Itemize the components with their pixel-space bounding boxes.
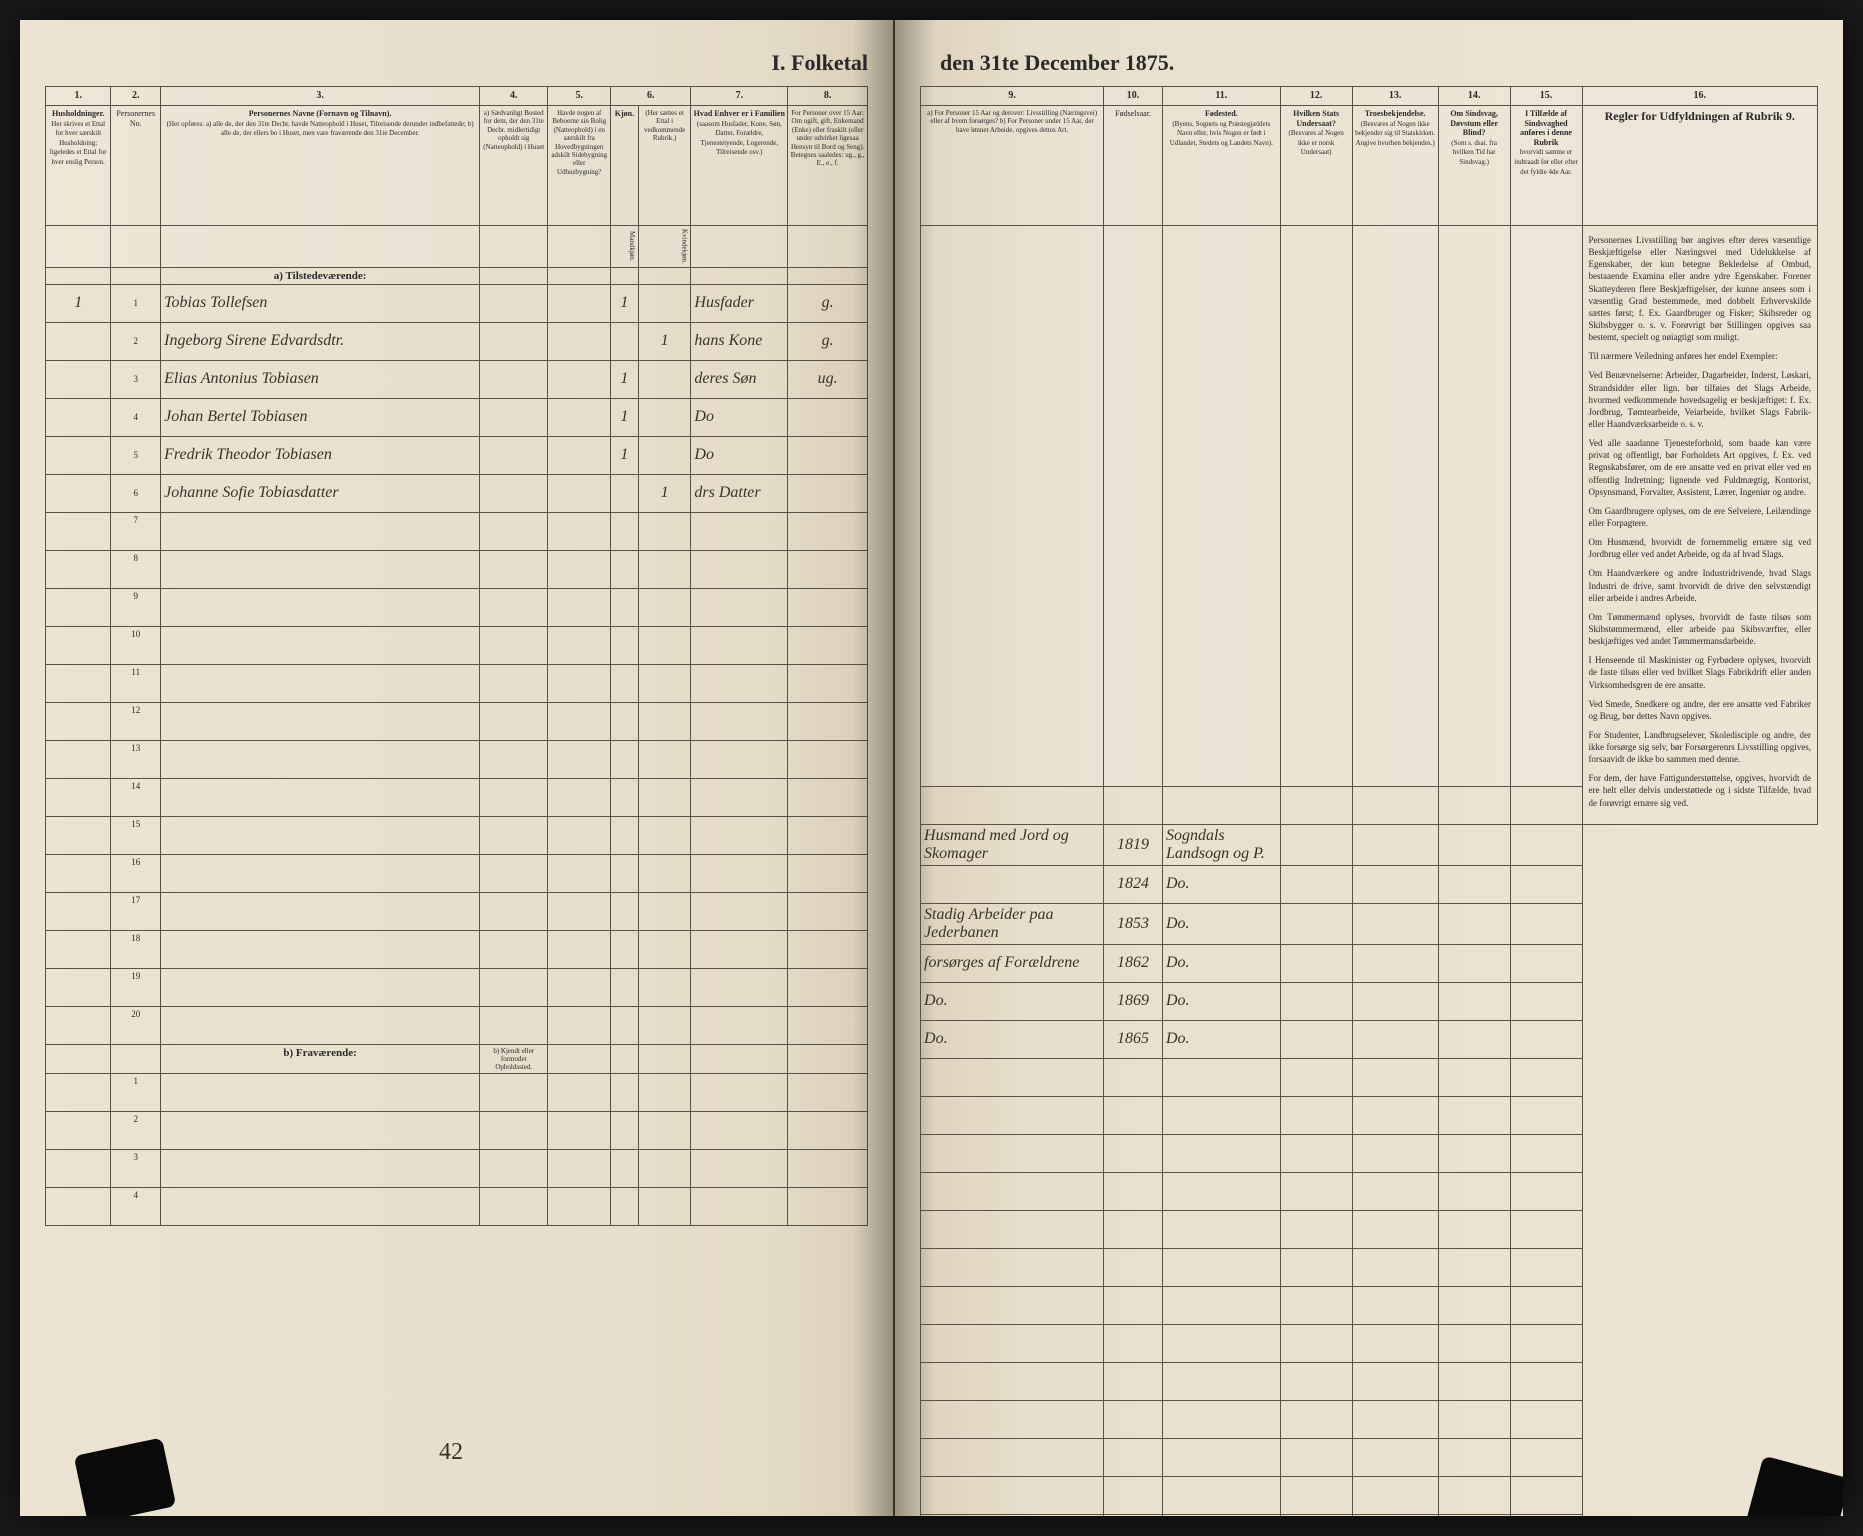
- census-row-right: Stadig Arbeider paa Jederbanen 1853 Do.: [921, 903, 1818, 944]
- page-number: 42: [439, 1439, 463, 1466]
- section-a-header: a) Tilstedeværende:: [46, 267, 868, 284]
- column-number-row: 1. 2. 3. 4. 5. 6. 7. 8.: [46, 87, 868, 106]
- census-table-right: 9. 10. 11. 12. 13. 14. 15. 16. a) For Pe…: [920, 86, 1818, 1516]
- empty-row: 8: [46, 550, 868, 588]
- empty-row: [921, 1324, 1818, 1362]
- census-row-right: Husmand med Jord og Skomager 1819 Sognda…: [921, 824, 1818, 865]
- census-row: 6 Johanne Sofie Tobiasdatter 1 drs Datte…: [46, 474, 868, 512]
- subheader-row: Mandkjøn. Kvindekjøn.: [46, 226, 868, 268]
- empty-row: 14: [46, 778, 868, 816]
- empty-row: 4: [46, 1187, 868, 1225]
- census-row-right: Do. 1869 Do.: [921, 982, 1818, 1020]
- census-row-right: forsørges af Forældrene 1862 Do.: [921, 944, 1818, 982]
- empty-row: 3: [46, 1149, 868, 1187]
- left-page: I. Folketal 1. 2. 3. 4. 5. 6. 7. 8. Hush…: [20, 20, 895, 1516]
- census-row: 2 Ingeborg Sirene Edvardsdtr. 1 hans Kon…: [46, 322, 868, 360]
- column-number-row-r: 9. 10. 11. 12. 13. 14. 15. 16.: [921, 87, 1818, 106]
- empty-row: 16: [46, 854, 868, 892]
- census-row-right: Do. 1865 Do.: [921, 1020, 1818, 1058]
- rules-column: Personernes Livsstilling bør angives eft…: [1582, 226, 1817, 825]
- empty-row: 1: [46, 1073, 868, 1111]
- empty-row: 19: [46, 968, 868, 1006]
- empty-row: 11: [46, 664, 868, 702]
- empty-row: 10: [46, 626, 868, 664]
- empty-row: 15: [46, 816, 868, 854]
- empty-row: 20: [46, 1006, 868, 1044]
- empty-row: 7: [46, 512, 868, 550]
- empty-row: [921, 1286, 1818, 1324]
- census-table-left: 1. 2. 3. 4. 5. 6. 7. 8. Husholdninger.He…: [45, 86, 868, 1226]
- census-row: 4 Johan Bertel Tobiasen 1 Do: [46, 398, 868, 436]
- section-b-header: b) Fraværende: b) Kjendt eller formodet …: [46, 1044, 868, 1073]
- empty-row: [921, 1438, 1818, 1476]
- empty-row: [921, 1210, 1818, 1248]
- census-row: 5 Fredrik Theodor Tobiasen 1 Do: [46, 436, 868, 474]
- page-title-left: I. Folketal: [45, 50, 868, 76]
- empty-row: [921, 1058, 1818, 1096]
- empty-row: [921, 1134, 1818, 1172]
- empty-row: [921, 1362, 1818, 1400]
- empty-row: [921, 1514, 1818, 1516]
- empty-row: 13: [46, 740, 868, 778]
- empty-row: [921, 1400, 1818, 1438]
- header-row: Husholdninger.Her skrives et Ettal for h…: [46, 106, 868, 226]
- census-row-right: 1824 Do.: [921, 865, 1818, 903]
- empty-row: [921, 1172, 1818, 1210]
- empty-row: [921, 1476, 1818, 1514]
- page-title-right: den 31te December 1875.: [920, 50, 1818, 76]
- right-page: den 31te December 1875. 9. 10. 11. 12. 1…: [895, 20, 1843, 1516]
- census-row: 1 1 Tobias Tollefsen 1 Husfader g.: [46, 284, 868, 322]
- empty-row: 17: [46, 892, 868, 930]
- empty-row: [921, 1248, 1818, 1286]
- census-row: 3 Elias Antonius Tobiasen 1 deres Søn ug…: [46, 360, 868, 398]
- empty-row: 18: [46, 930, 868, 968]
- empty-row: 2: [46, 1111, 868, 1149]
- header-row-r: a) For Personer 15 Aar og derover: Livss…: [921, 106, 1818, 226]
- empty-row: 12: [46, 702, 868, 740]
- census-ledger: I. Folketal 1. 2. 3. 4. 5. 6. 7. 8. Hush…: [20, 20, 1843, 1516]
- empty-row: 9: [46, 588, 868, 626]
- empty-row: [921, 1096, 1818, 1134]
